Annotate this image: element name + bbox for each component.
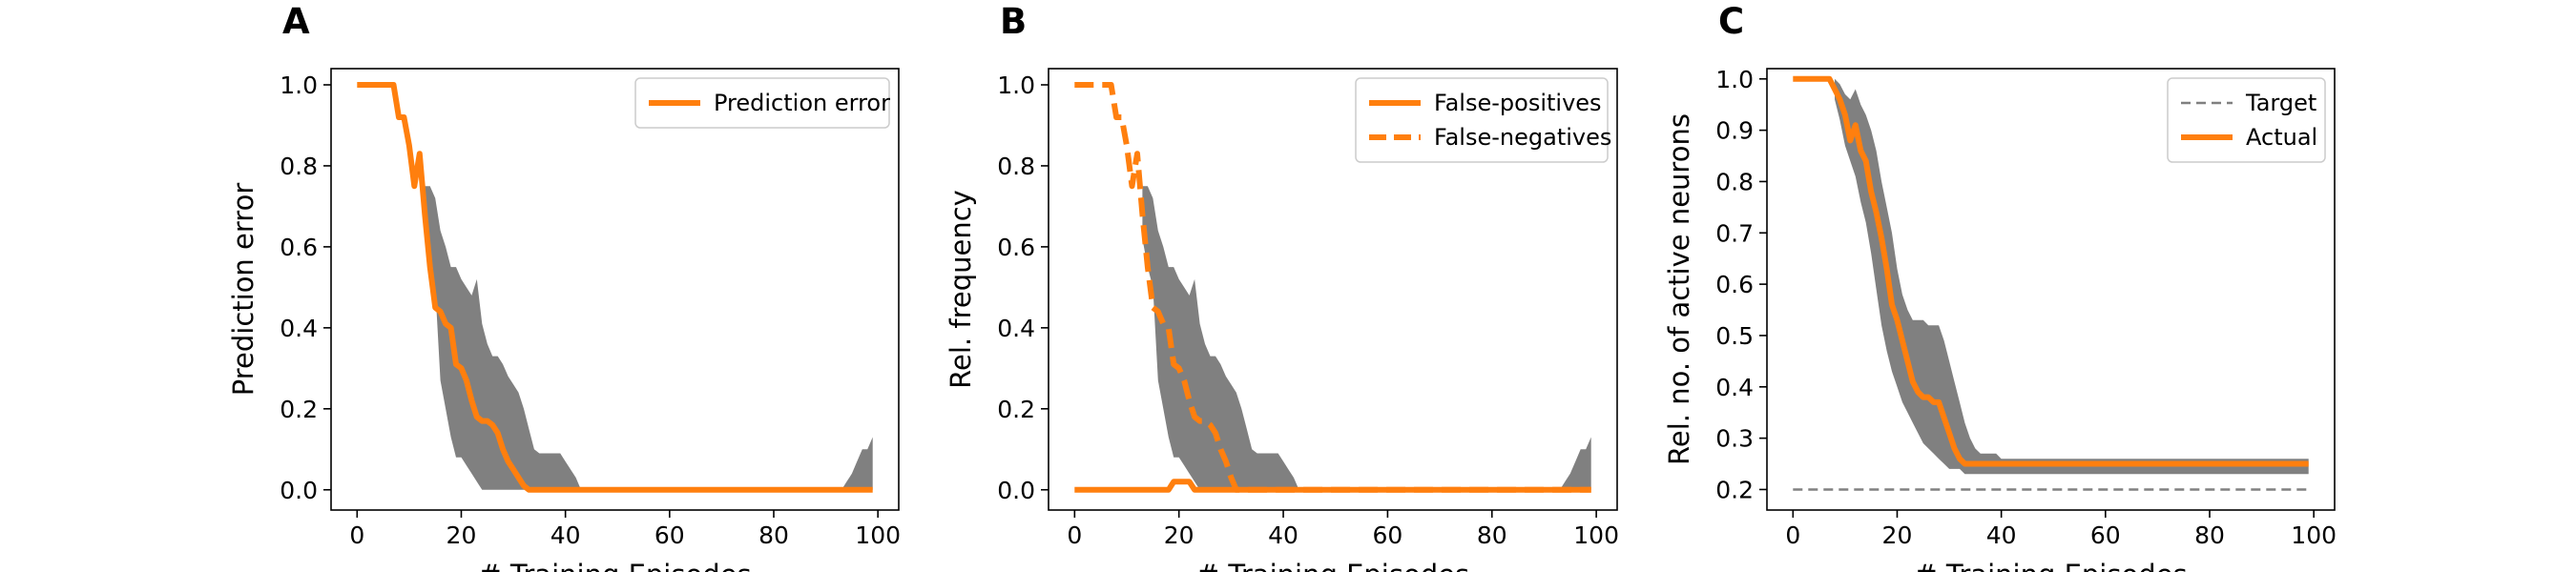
y-tick-label: 0.9 (1715, 117, 1754, 145)
x-tick-label: 20 (447, 521, 477, 549)
y-tick-label: 1.0 (1715, 66, 1754, 93)
legend-label: Actual (2246, 124, 2317, 151)
plot-frame (1048, 68, 1618, 511)
panel-c-letter: C (1718, 1, 1744, 42)
y-tick-label: 0.6 (1715, 271, 1754, 298)
x-tick-label: 40 (551, 521, 581, 549)
y-tick-label: 0.2 (1715, 476, 1754, 503)
x-tick-label: 60 (2090, 521, 2121, 549)
series-line-1 (357, 82, 873, 493)
legend: Prediction error (634, 77, 890, 129)
legend: False-positives False-negatives (1355, 77, 1611, 163)
series-line-2 (1793, 75, 2309, 467)
y-tick-label: 0.7 (1715, 219, 1754, 247)
x-tick-label: 0 (1067, 521, 1082, 549)
y-tick-label: 0.5 (1715, 322, 1754, 350)
x-axis-label: # Training Episodes (478, 559, 751, 572)
legend-label: Target (2245, 90, 2316, 116)
x-tick-label: 20 (1882, 521, 1913, 549)
panel-c: C 0 20 40 60 80 100 0.2 0.3 0.4 0.5 0.6 0.7 0.8 0.9 1.… (1663, 1, 2337, 572)
panel-b: B 0 20 40 60 80 100 0.0 0.2 0.4 0.6 0.8 1.0 # Traini… (945, 1, 1619, 572)
x-tick-label: 40 (1268, 521, 1298, 549)
x-tick-label: 40 (1986, 521, 2017, 549)
y-tick-label: 0.2 (280, 396, 318, 423)
y-tick-label: 0.8 (997, 153, 1035, 180)
x-tick-label: 80 (1477, 521, 1507, 549)
y-tick-label: 1.0 (280, 72, 318, 99)
shaded-band (1142, 186, 1591, 490)
panel-b-letter: B (1000, 1, 1027, 42)
y-tick-label: 0.3 (1715, 425, 1754, 453)
shaded-band (425, 186, 873, 490)
x-tick-label: 0 (349, 521, 364, 549)
y-tick-label: 0.6 (280, 234, 318, 261)
series-line-1 (1074, 479, 1591, 493)
legend: Target Actual (2167, 77, 2326, 163)
x-tick-label: 100 (855, 521, 901, 549)
x-axis-label: # Training Episodes (1914, 559, 2187, 572)
x-tick-label: 0 (1785, 521, 1800, 549)
y-tick-label: 0.4 (1715, 374, 1754, 401)
y-axis-label: Rel. no. of active neurons (1663, 113, 1695, 465)
plot-frame (330, 68, 900, 511)
legend-box (1355, 77, 1609, 163)
plot-frame (1766, 68, 2336, 511)
y-tick-label: 0.2 (997, 396, 1035, 423)
x-tick-label: 20 (1164, 521, 1195, 549)
x-tick-label: 60 (1373, 521, 1403, 549)
legend-label: False-negatives (1434, 124, 1611, 151)
y-axis-label: Prediction error (227, 183, 260, 397)
y-tick-label: 0.8 (1715, 168, 1754, 195)
y-tick-label: 0.4 (280, 315, 318, 342)
x-tick-label: 100 (2291, 521, 2337, 549)
x-tick-label: 60 (654, 521, 685, 549)
x-tick-label: 100 (1573, 521, 1619, 549)
legend-label: Prediction error (714, 90, 890, 116)
y-axis-label: Rel. frequency (945, 190, 977, 389)
legend-box (634, 77, 890, 129)
legend-label: False-positives (1434, 90, 1602, 116)
y-tick-label: 0.6 (997, 234, 1035, 261)
y-tick-label: 0.4 (997, 315, 1035, 342)
series-line-2 (1074, 82, 1591, 493)
panel-a: A 0 20 40 60 80 100 0.0 0.2 0.4 0.6 0.8 1.0 # Traini… (227, 1, 901, 572)
x-tick-label: 80 (758, 521, 789, 549)
y-tick-label: 0.0 (997, 477, 1035, 504)
x-axis-label: # Training Episodes (1196, 559, 1469, 572)
y-tick-label: 0.0 (280, 477, 318, 504)
y-tick-label: 0.8 (280, 153, 318, 180)
legend-box (2167, 77, 2326, 163)
x-tick-label: 80 (2194, 521, 2225, 549)
y-tick-label: 1.0 (997, 72, 1035, 99)
panel-a-letter: A (282, 1, 310, 42)
